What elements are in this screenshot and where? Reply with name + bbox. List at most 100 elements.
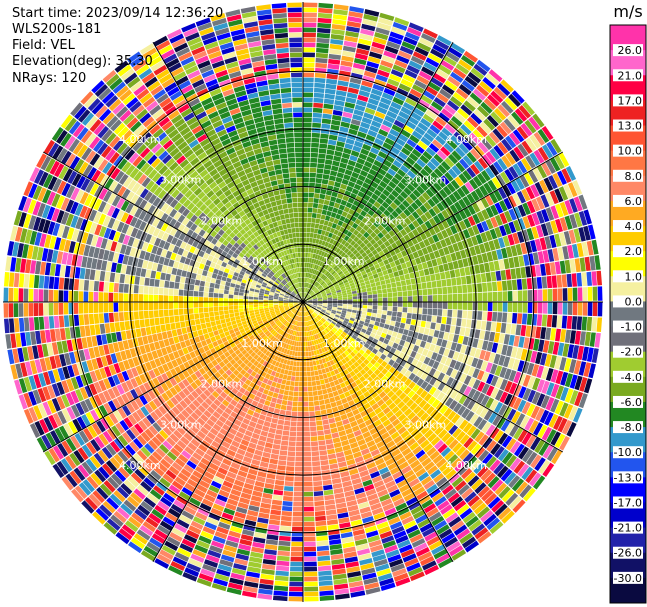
ppi-gate xyxy=(476,254,484,264)
ppi-gate xyxy=(320,281,325,286)
ppi-gate xyxy=(489,331,496,342)
ppi-gate xyxy=(497,104,510,118)
ppi-gate xyxy=(299,376,303,382)
ppi-gate xyxy=(324,231,330,237)
ppi-gate xyxy=(306,316,309,322)
ppi-gate xyxy=(376,197,385,205)
ppi-gate xyxy=(303,526,316,532)
ppi-gate xyxy=(420,136,432,147)
ppi-gate xyxy=(347,304,353,307)
ppi-gate xyxy=(299,336,302,342)
ppi-gate xyxy=(431,195,440,205)
ppi-gate xyxy=(166,399,175,409)
ppi-gate xyxy=(531,212,540,226)
ppi-gate xyxy=(186,478,198,488)
ppi-gate xyxy=(319,379,325,385)
ppi-gate xyxy=(259,365,266,371)
ppi-gate xyxy=(453,131,465,143)
ppi-gate xyxy=(268,358,274,364)
ppi-gate xyxy=(310,152,319,158)
ppi-gate xyxy=(447,454,459,465)
ppi-gate xyxy=(499,121,512,135)
ppi-gate xyxy=(113,490,126,503)
ppi-gate xyxy=(483,118,496,131)
ppi-gate xyxy=(552,341,560,355)
ppi-gate xyxy=(195,511,208,521)
ppi-gate xyxy=(354,456,364,463)
ppi-gate xyxy=(303,336,306,342)
ppi-gate xyxy=(276,328,281,333)
ppi-gate xyxy=(327,243,333,249)
ppi-gate xyxy=(466,356,474,366)
ppi-gate xyxy=(356,245,362,252)
ppi-gate xyxy=(363,358,370,366)
ppi-gate xyxy=(313,395,319,401)
ppi-gate xyxy=(371,286,377,291)
ppi-gate xyxy=(65,473,78,488)
ppi-gate xyxy=(437,164,447,175)
ppi-gate xyxy=(334,446,343,453)
ppi-gate xyxy=(232,369,240,376)
ppi-gate xyxy=(383,50,397,59)
ppi-gate xyxy=(550,328,557,341)
ppi-gate xyxy=(409,166,420,176)
ppi-gate xyxy=(280,440,289,446)
ppi-gate xyxy=(455,431,466,442)
ppi-gate xyxy=(311,355,316,361)
ppi-gate xyxy=(342,292,347,296)
ppi-gate xyxy=(303,511,315,517)
ppi-gate xyxy=(333,379,340,386)
ppi-gate xyxy=(292,401,298,407)
ppi-gate xyxy=(569,259,576,273)
ppi-gate xyxy=(501,138,513,152)
ppi-gate xyxy=(261,425,270,432)
ppi-gate xyxy=(317,315,322,320)
ppi-gate xyxy=(420,425,430,435)
ppi-gate xyxy=(133,488,146,500)
ppi-gate xyxy=(211,359,219,367)
ppi-gate xyxy=(467,495,480,507)
ppi-gate xyxy=(281,363,287,370)
ppi-gate xyxy=(288,436,296,442)
ppi-gate xyxy=(403,208,412,217)
ppi-gate xyxy=(319,219,325,225)
ppi-gate xyxy=(257,320,263,325)
ppi-gate xyxy=(362,325,368,331)
ppi-gate xyxy=(332,390,339,397)
ppi-gate xyxy=(483,409,494,421)
ppi-gate xyxy=(529,240,538,253)
ppi-gate xyxy=(255,476,266,483)
ppi-gate xyxy=(65,437,77,452)
ppi-gate xyxy=(483,241,491,253)
ppi-gate xyxy=(327,297,333,300)
ppi-gate xyxy=(546,141,558,156)
ppi-gate xyxy=(154,558,170,569)
ppi-gate xyxy=(184,406,194,415)
ppi-gate xyxy=(424,342,431,350)
ppi-gate xyxy=(457,108,470,120)
ppi-gate xyxy=(441,384,450,394)
ppi-gate xyxy=(303,461,312,467)
ppi-gate xyxy=(482,282,488,292)
ppi-gate xyxy=(517,429,528,443)
ppi-gate xyxy=(343,279,349,284)
ppi-gate xyxy=(549,262,556,275)
ppi-gate xyxy=(328,349,333,355)
ppi-gate xyxy=(435,241,443,250)
ppi-gate xyxy=(391,311,397,317)
ppi-gate xyxy=(303,411,309,417)
ppi-gate xyxy=(213,436,223,445)
ppi-gate xyxy=(196,577,212,587)
ppi-gate xyxy=(291,340,295,346)
ppi-gate xyxy=(75,388,84,402)
ppi-gate xyxy=(435,458,447,469)
ppi-gate xyxy=(541,125,554,141)
ppi-gate xyxy=(490,216,499,228)
ppi-gate xyxy=(272,392,279,399)
ppi-gate xyxy=(39,419,50,434)
ppi-gate xyxy=(437,294,443,302)
ppi-gate xyxy=(297,411,303,417)
ppi-gate xyxy=(311,295,317,298)
ppi-gate xyxy=(452,67,467,79)
ppi-gate xyxy=(467,284,473,293)
